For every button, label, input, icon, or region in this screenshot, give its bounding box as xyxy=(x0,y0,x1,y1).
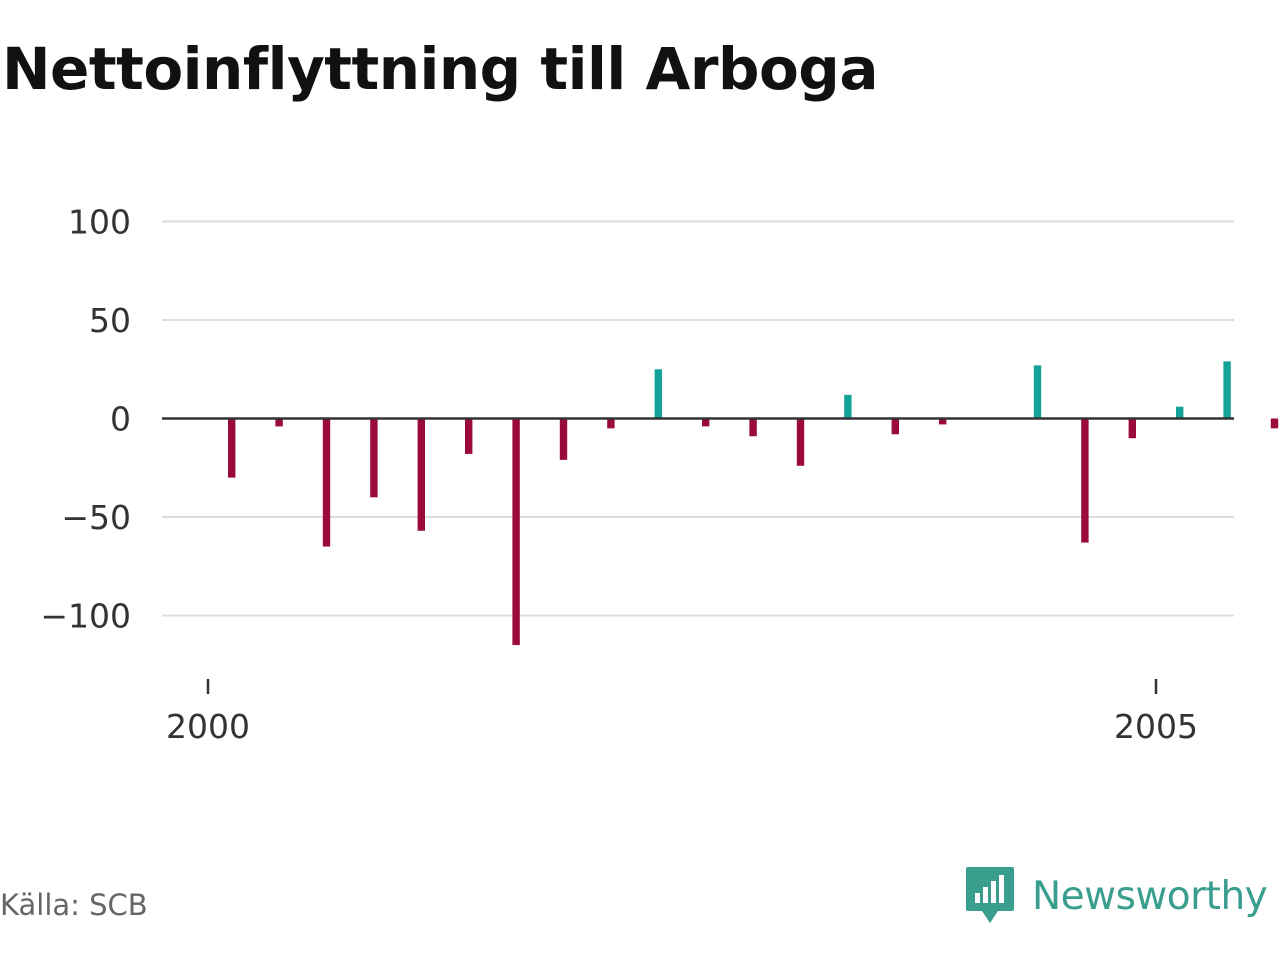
bar xyxy=(275,418,283,427)
bar xyxy=(939,418,947,425)
bar xyxy=(465,418,473,454)
bar xyxy=(749,418,757,437)
newsworthy-brand: Newsworthy xyxy=(964,864,1268,928)
x-tick-label: 2005 xyxy=(1114,707,1198,746)
bar xyxy=(322,418,331,547)
bar xyxy=(1128,418,1136,439)
newsworthy-logo-icon xyxy=(966,867,1014,923)
bar xyxy=(417,418,425,531)
bar xyxy=(607,418,615,429)
x-tick-label: 2000 xyxy=(166,707,250,746)
bar xyxy=(228,418,236,478)
bar xyxy=(512,418,520,646)
bar xyxy=(844,394,852,419)
bar xyxy=(1033,365,1042,419)
bar xyxy=(559,418,568,460)
chart-title: Nettoinflyttning till Arboga xyxy=(2,35,878,103)
bar xyxy=(891,418,899,435)
bars xyxy=(228,361,1279,646)
brand-name: Newsworthy xyxy=(1032,873,1268,919)
bar xyxy=(796,418,805,466)
bar xyxy=(1270,418,1279,429)
source-note: Källa: SCB xyxy=(0,888,148,922)
y-tick-label: −100 xyxy=(40,597,131,636)
bar xyxy=(370,418,378,498)
y-tick-label: 100 xyxy=(68,203,131,242)
y-axis-labels: 100 50 0 −50 −100 xyxy=(40,203,131,636)
bar xyxy=(702,418,710,427)
bar xyxy=(1081,418,1089,543)
bar xyxy=(654,369,662,419)
bar xyxy=(1176,406,1184,419)
gridlines xyxy=(162,220,1234,617)
y-tick-label: −50 xyxy=(61,498,131,537)
bar xyxy=(1223,361,1231,419)
y-tick-label: 50 xyxy=(89,301,131,340)
x-axis: 200020052010201520202025 xyxy=(166,679,1198,746)
y-tick-label: 0 xyxy=(110,400,131,439)
